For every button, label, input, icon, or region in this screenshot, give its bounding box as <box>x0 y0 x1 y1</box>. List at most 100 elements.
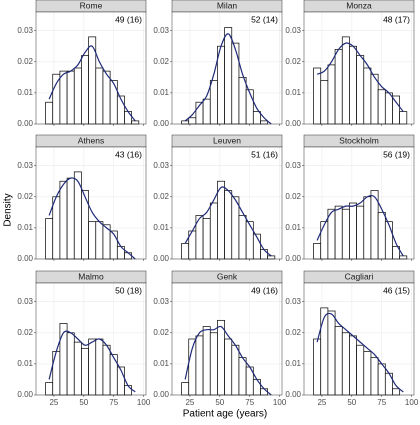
bar <box>238 357 247 396</box>
y-tick-label: 0.01 <box>153 359 169 368</box>
x-tick-label: 100 <box>273 398 287 407</box>
bar <box>217 319 225 396</box>
density-line <box>184 186 272 257</box>
y-tick-label: 0.00 <box>17 119 33 128</box>
y-tick-label: 0.02 <box>153 192 169 201</box>
bar <box>95 221 104 260</box>
bar <box>370 357 379 396</box>
density-line <box>48 177 136 260</box>
bar <box>52 73 61 125</box>
bar <box>334 205 343 260</box>
panel-border <box>35 11 147 125</box>
bar <box>313 243 322 260</box>
x-tick-label: 50 <box>347 398 356 407</box>
bar <box>181 243 190 260</box>
density-line <box>184 325 272 396</box>
bar <box>124 385 133 396</box>
y-tick-label: 0.01 <box>153 223 169 232</box>
y-axis-title: Density <box>3 193 14 226</box>
panel-border <box>171 146 283 260</box>
bar <box>52 196 61 260</box>
bar <box>320 221 329 260</box>
y-tick-label: 0.00 <box>285 119 301 128</box>
bar <box>320 80 329 125</box>
x-tick-label: 50 <box>79 398 88 407</box>
panel-border <box>35 282 147 396</box>
bar <box>260 249 269 260</box>
bar <box>384 221 393 260</box>
bar <box>224 190 233 260</box>
bar <box>377 211 386 260</box>
strip-title: Athens <box>78 135 104 145</box>
annotation: 49 (16) <box>251 285 278 295</box>
density-line <box>316 312 404 393</box>
bar <box>231 42 240 125</box>
bar <box>81 190 89 260</box>
x-tick-label: 25 <box>317 398 326 407</box>
y-tick-label: 0.03 <box>17 297 33 306</box>
strip-title: Monza <box>346 0 372 10</box>
bar <box>73 67 82 125</box>
bar <box>341 36 350 125</box>
bar <box>399 111 408 125</box>
bar <box>327 64 336 125</box>
bar <box>59 323 68 396</box>
strip-title: Leuven <box>213 135 241 145</box>
y-tick-label: 0.01 <box>285 88 301 97</box>
bar <box>356 205 365 260</box>
bar <box>384 92 393 125</box>
bar <box>252 379 261 396</box>
y-tick-label: 0.00 <box>153 254 169 263</box>
strip-title: Genk <box>217 271 238 281</box>
x-tick-label: 25 <box>49 398 58 407</box>
annotation: 48 (17) <box>383 14 410 24</box>
density-line <box>316 194 404 257</box>
x-tick-label: 100 <box>405 398 419 407</box>
bar <box>341 208 350 260</box>
density-line <box>316 42 404 112</box>
bar <box>320 307 329 396</box>
bar <box>124 252 133 260</box>
bar <box>95 67 104 125</box>
bar <box>392 95 401 125</box>
bar <box>341 332 350 396</box>
y-tick-label: 0.00 <box>153 119 169 128</box>
y-tick-label: 0.00 <box>285 254 301 263</box>
y-tick-label: 0.01 <box>17 223 33 232</box>
bar <box>231 344 240 396</box>
bar <box>313 338 322 396</box>
bar <box>109 80 118 125</box>
x-tick-label: 75 <box>377 398 386 407</box>
y-tick-label: 0.02 <box>285 328 301 337</box>
density-line <box>48 45 136 122</box>
bar <box>66 332 75 396</box>
density-line <box>184 33 272 125</box>
y-tick-label: 0.02 <box>285 192 301 201</box>
y-tick-label: 0.02 <box>17 57 33 66</box>
bar <box>88 221 97 260</box>
bar <box>88 338 97 396</box>
y-tick-label: 0.01 <box>285 223 301 232</box>
bar <box>209 202 218 260</box>
bar <box>224 338 233 396</box>
y-tick-label: 0.00 <box>285 390 301 399</box>
annotation: 51 (16) <box>251 149 278 159</box>
bar <box>334 326 343 396</box>
panel-border <box>303 282 415 396</box>
y-tick-label: 0.02 <box>153 57 169 66</box>
bar <box>349 202 357 260</box>
y-tick-label: 0.03 <box>285 161 301 170</box>
y-tick-label: 0.03 <box>285 26 301 35</box>
bar <box>45 218 54 260</box>
annotation: 50 (18) <box>115 285 142 295</box>
bar <box>181 120 190 125</box>
bar <box>181 382 190 396</box>
bar <box>392 388 401 396</box>
bar <box>363 196 372 260</box>
bar <box>109 230 118 260</box>
bar <box>363 351 372 396</box>
bar <box>188 117 197 125</box>
bar <box>349 45 357 125</box>
y-tick-label: 0.01 <box>17 88 33 97</box>
x-tick-label: 75 <box>109 398 118 407</box>
